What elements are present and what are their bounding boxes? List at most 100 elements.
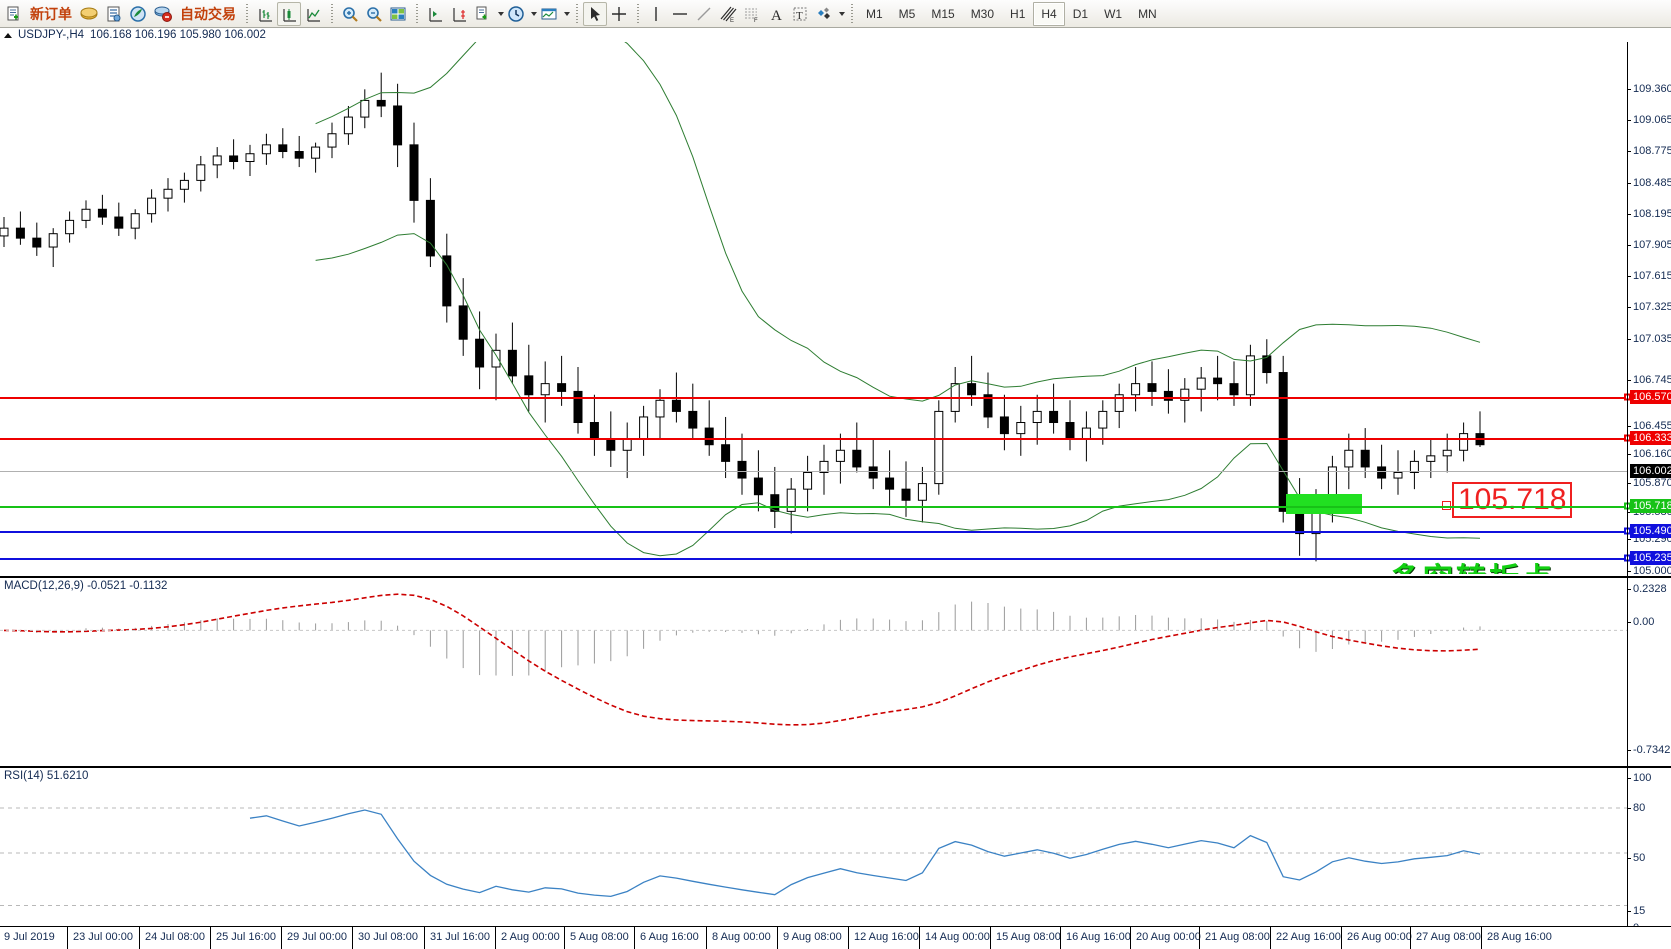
data-window-icon[interactable] xyxy=(102,2,126,26)
line-chart-icon[interactable] xyxy=(301,2,325,26)
price-tick xyxy=(1627,276,1631,277)
fibonacci-icon[interactable]: F xyxy=(740,2,764,26)
macd-tick xyxy=(1627,622,1631,623)
price-tick xyxy=(1627,151,1631,152)
timeframe-m30[interactable]: M30 xyxy=(970,6,995,21)
text-label-icon[interactable]: T xyxy=(788,2,812,26)
periodicity-dropdown-caret[interactable] xyxy=(531,11,537,16)
price-badge-support-blue-1[interactable]: 105.490 xyxy=(1630,524,1671,538)
price-badge-resistance-2[interactable]: 106.333 xyxy=(1630,431,1671,445)
shift-end-icon[interactable] xyxy=(423,2,447,26)
time-tick-label: 14 Aug 00:00 xyxy=(925,931,990,943)
time-tick-label: 22 Aug 16:00 xyxy=(1276,931,1341,943)
annotation-anchor-handle[interactable] xyxy=(1442,501,1451,510)
time-tick-label: 31 Jul 16:00 xyxy=(430,931,490,943)
symbol-ohlc: 106.168 106.196 105.980 106.002 xyxy=(90,29,266,41)
timeframe-m1[interactable]: M1 xyxy=(866,6,883,21)
macd-tick xyxy=(1627,750,1631,751)
vertical-line-icon[interactable] xyxy=(644,2,668,26)
timeframe-mn[interactable]: MN xyxy=(1138,6,1157,21)
time-separator xyxy=(706,927,707,949)
macd-plot-area[interactable] xyxy=(0,578,1627,764)
time-separator xyxy=(352,927,353,949)
price-badge-resistance-1[interactable]: 106.570 xyxy=(1630,390,1671,404)
new-order-icon[interactable] xyxy=(2,2,26,26)
timeframe-m5[interactable]: M5 xyxy=(898,6,916,21)
equidistant-channel-icon[interactable]: E xyxy=(716,2,740,26)
horizontal-line-icon[interactable] xyxy=(668,2,692,26)
price-line-resistance-1[interactable] xyxy=(0,397,1627,399)
indicators-dropdown-caret[interactable] xyxy=(564,11,570,16)
rsi-tick-label: 100 xyxy=(1633,772,1652,784)
autotrading-icon[interactable] xyxy=(150,2,176,26)
chinese-annotation-text[interactable]: 多空转折点 xyxy=(1390,554,1555,574)
price-plot-area[interactable]: 105.718 多空转折点 xyxy=(0,42,1627,574)
candlestick-svg xyxy=(0,42,1485,562)
autotrading-label[interactable]: 自动交易 xyxy=(180,5,236,22)
zoom-in-icon[interactable] xyxy=(338,2,362,26)
price-tick xyxy=(1627,512,1631,513)
grid-toggle-icon[interactable] xyxy=(447,2,471,26)
time-tick-label: 8 Aug 00:00 xyxy=(712,931,771,943)
time-tick-label: 20 Aug 00:00 xyxy=(1136,931,1201,943)
highlight-zone-rectangle[interactable] xyxy=(1286,494,1362,514)
price-tick-label: 108.485 xyxy=(1633,177,1671,189)
price-line-support-blue-1[interactable] xyxy=(0,531,1627,533)
price-tick-label: 108.195 xyxy=(1633,208,1671,220)
timeframe-h4[interactable]: H4 xyxy=(1033,1,1065,26)
timeframe-h1[interactable]: H1 xyxy=(1010,6,1026,21)
shapes-icon[interactable] xyxy=(812,2,836,26)
timeframe-m15[interactable]: M15 xyxy=(931,6,955,21)
rsi-tick-label: 15 xyxy=(1633,905,1646,917)
time-axis[interactable]: 9 Jul 2019 23 Jul 00:00 24 Jul 08:00 25 Jul… xyxy=(0,926,1671,949)
price-chart-pane[interactable]: 105.718 多空转折点 109.360 109.065 108.775 108.4… xyxy=(0,42,1671,618)
candlestick-chart-icon[interactable] xyxy=(277,1,301,26)
macd-indicator-pane[interactable]: MACD(12,26,9) -0.0521 -0.1132 0.2328 0.00… xyxy=(0,576,1671,764)
time-separator xyxy=(1199,927,1200,949)
text-icon[interactable]: A xyxy=(764,2,788,26)
rsi-plot-area[interactable] xyxy=(0,768,1627,926)
price-tick xyxy=(1627,214,1631,215)
tile-windows-icon[interactable] xyxy=(386,2,410,26)
price-badge-support-blue-2[interactable]: 105.235 xyxy=(1630,551,1671,565)
trendline-icon[interactable] xyxy=(692,2,716,26)
templates-icon[interactable] xyxy=(471,2,495,26)
time-separator xyxy=(564,927,565,949)
collapse-triangle-icon[interactable] xyxy=(4,32,12,38)
svg-text:A: A xyxy=(771,8,782,23)
shapes-dropdown-caret[interactable] xyxy=(839,11,845,16)
price-badge-current-price[interactable]: 106.002 xyxy=(1630,464,1671,478)
time-tick-label: 16 Aug 16:00 xyxy=(1066,931,1131,943)
svg-text:F: F xyxy=(754,18,758,23)
cursor-icon[interactable] xyxy=(583,1,607,26)
price-tick-label: 107.905 xyxy=(1633,239,1671,251)
templates-dropdown-caret[interactable] xyxy=(498,11,504,16)
time-tick-label: 25 Jul 16:00 xyxy=(216,931,276,943)
indicators-icon[interactable] xyxy=(537,2,561,26)
zoom-out-icon[interactable] xyxy=(362,2,386,26)
toolbar-separator xyxy=(413,3,420,24)
price-tick xyxy=(1627,539,1631,540)
time-separator xyxy=(281,927,282,949)
new-order-label[interactable]: 新订单 xyxy=(30,5,72,22)
price-tick xyxy=(1627,89,1631,90)
crosshair-icon[interactable] xyxy=(607,2,631,26)
price-tick xyxy=(1627,245,1631,246)
price-line-current-price[interactable] xyxy=(0,471,1627,472)
bar-chart-icon[interactable] xyxy=(253,2,277,26)
periodicity-icon[interactable] xyxy=(504,2,528,26)
expert-advisors-icon[interactable] xyxy=(76,2,102,26)
price-tick xyxy=(1627,426,1631,427)
price-line-support-green[interactable] xyxy=(0,506,1627,508)
timeframe-w1[interactable]: W1 xyxy=(1104,6,1123,21)
price-annotation-label[interactable]: 105.718 xyxy=(1452,482,1573,518)
price-badge-support-green[interactable]: 105.718 xyxy=(1630,499,1671,513)
price-line-support-blue-2[interactable] xyxy=(0,558,1627,560)
navigator-icon[interactable] xyxy=(126,2,150,26)
timeframe-d1[interactable]: D1 xyxy=(1072,6,1089,21)
rsi-indicator-pane[interactable]: RSI(14) 51.6210 1008050150 xyxy=(0,766,1671,934)
price-line-resistance-2[interactable] xyxy=(0,438,1627,440)
toolbar-separator xyxy=(573,3,580,24)
time-tick-label: 6 Aug 16:00 xyxy=(640,931,699,943)
symbol-name: USDJPY-,H4 xyxy=(18,29,85,41)
